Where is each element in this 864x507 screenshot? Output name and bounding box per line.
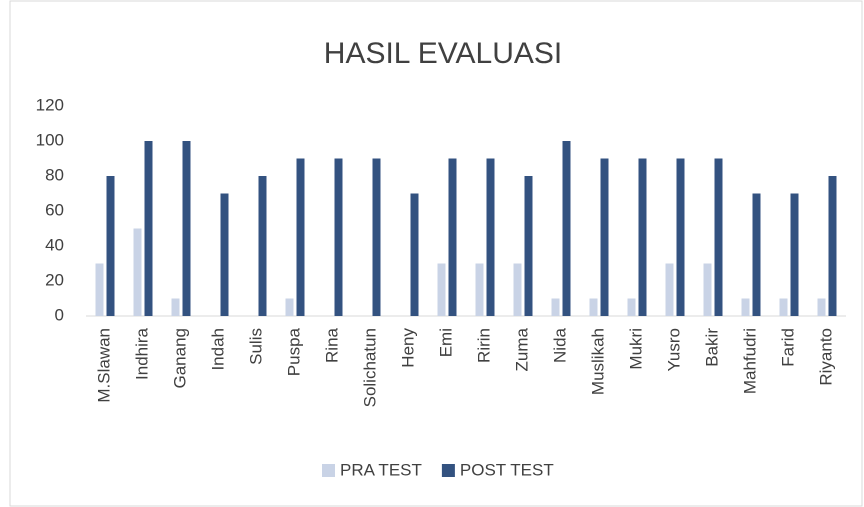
y-tick-label: 100 [36, 130, 64, 149]
legend-label: POST TEST [460, 460, 554, 479]
bar [475, 263, 484, 316]
x-tick-label: Heny [398, 328, 417, 368]
x-tick-label: Farid [778, 328, 797, 367]
bar [258, 176, 267, 316]
x-tick-label: Bakir [702, 328, 721, 367]
legend-swatch [322, 464, 335, 477]
legend-label: PRA TEST [340, 460, 422, 479]
bar [676, 158, 685, 316]
bar [779, 298, 788, 316]
bar [790, 193, 799, 316]
x-tick-label: Indah [208, 328, 227, 371]
bar [285, 298, 294, 316]
bar [562, 141, 571, 316]
bar [513, 263, 522, 316]
y-tick-label: 20 [45, 270, 64, 289]
bar [95, 263, 104, 316]
x-tick-label: Zuma [512, 327, 531, 371]
x-tick-label: Yusro [664, 328, 683, 371]
bar [741, 298, 750, 316]
bar [171, 298, 180, 316]
x-tick-label: Sulis [246, 328, 265, 365]
legend-swatch [441, 464, 455, 477]
x-tick-label: Ganang [170, 328, 189, 389]
bar [486, 158, 495, 316]
bar [448, 158, 457, 316]
bar [524, 176, 533, 316]
x-tick-label: Ririn [474, 328, 493, 363]
bar [665, 263, 674, 316]
y-tick-label: 0 [55, 305, 64, 324]
bar [551, 298, 560, 316]
bar [296, 158, 305, 316]
x-tick-label: M.Slawan [94, 328, 113, 403]
x-tick-label: Emi [436, 328, 455, 357]
bar [752, 193, 761, 316]
bar [437, 263, 446, 316]
bar [372, 158, 381, 316]
bar [182, 141, 191, 316]
x-tick-label: Puspa [284, 327, 303, 376]
x-tick-label: Indhira [132, 327, 151, 380]
x-tick-label: Solichatun [360, 328, 379, 407]
y-tick-label: 120 [36, 95, 64, 114]
bar [334, 158, 343, 316]
x-tick-label: Mukri [626, 328, 645, 370]
bar [106, 176, 115, 316]
bar [410, 193, 419, 316]
y-tick-label: 40 [45, 235, 64, 254]
bar [144, 141, 153, 316]
y-tick-label: 60 [45, 200, 64, 219]
bar [627, 298, 636, 316]
bar [589, 298, 598, 316]
chart-title: HASIL EVALUASI [324, 37, 562, 70]
bar [703, 263, 712, 316]
x-tick-label: Nida [550, 327, 569, 363]
x-tick-label: Muslikah [588, 328, 607, 395]
bar [220, 193, 229, 316]
bar [828, 176, 837, 316]
y-tick-label: 80 [45, 165, 64, 184]
bar [133, 228, 142, 316]
x-tick-label: Mahfudri [740, 328, 759, 394]
bar [600, 158, 609, 316]
x-tick-label: Rina [322, 327, 341, 363]
bar [817, 298, 826, 316]
x-tick-label: Riyanto [816, 328, 835, 386]
bar [638, 158, 647, 316]
bar [714, 158, 723, 316]
